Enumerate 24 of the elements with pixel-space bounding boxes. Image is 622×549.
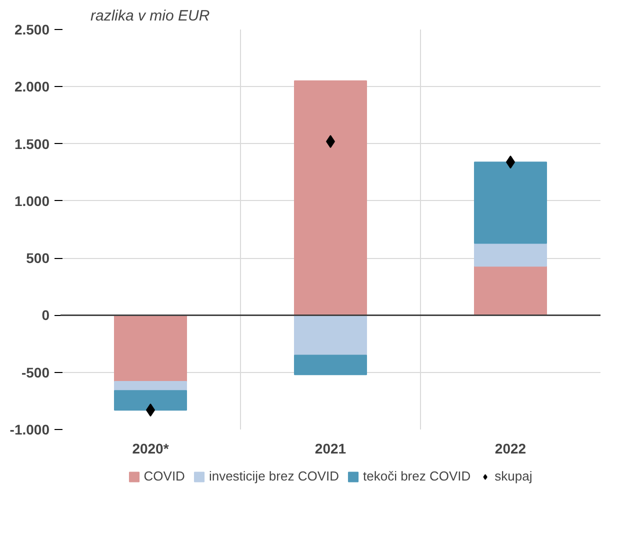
x-tick-label: 2021 (314, 440, 346, 456)
legend-label: investicije brez COVID (208, 468, 339, 484)
y-tick-label: 1.500 (14, 136, 50, 152)
bar (114, 314, 187, 382)
bar (294, 80, 367, 316)
y-tick-label: 500 (26, 250, 50, 266)
bar (474, 266, 547, 316)
y-tick-label: -1.000 (10, 422, 50, 438)
bar (474, 162, 547, 244)
y-tick-label: 2.500 (14, 22, 50, 38)
y-tick-label: 2.000 (14, 78, 50, 95)
x-tick-label: 2022 (494, 440, 526, 456)
legend-label: tekoči brez COVID (362, 468, 471, 484)
legend-label: COVID (144, 468, 185, 484)
bar (114, 390, 187, 411)
bar (294, 354, 367, 376)
chart-title: razlika v mio EUR (90, 8, 210, 24)
y-tick-label: -500 (21, 364, 50, 380)
x-tick-label: 2020* (132, 440, 170, 456)
y-tick-label: 1.000 (14, 192, 50, 209)
bar (294, 314, 367, 356)
bar (474, 242, 547, 267)
legend-label: skupaj (494, 468, 532, 484)
y-tick-label: 0 (42, 307, 50, 324)
